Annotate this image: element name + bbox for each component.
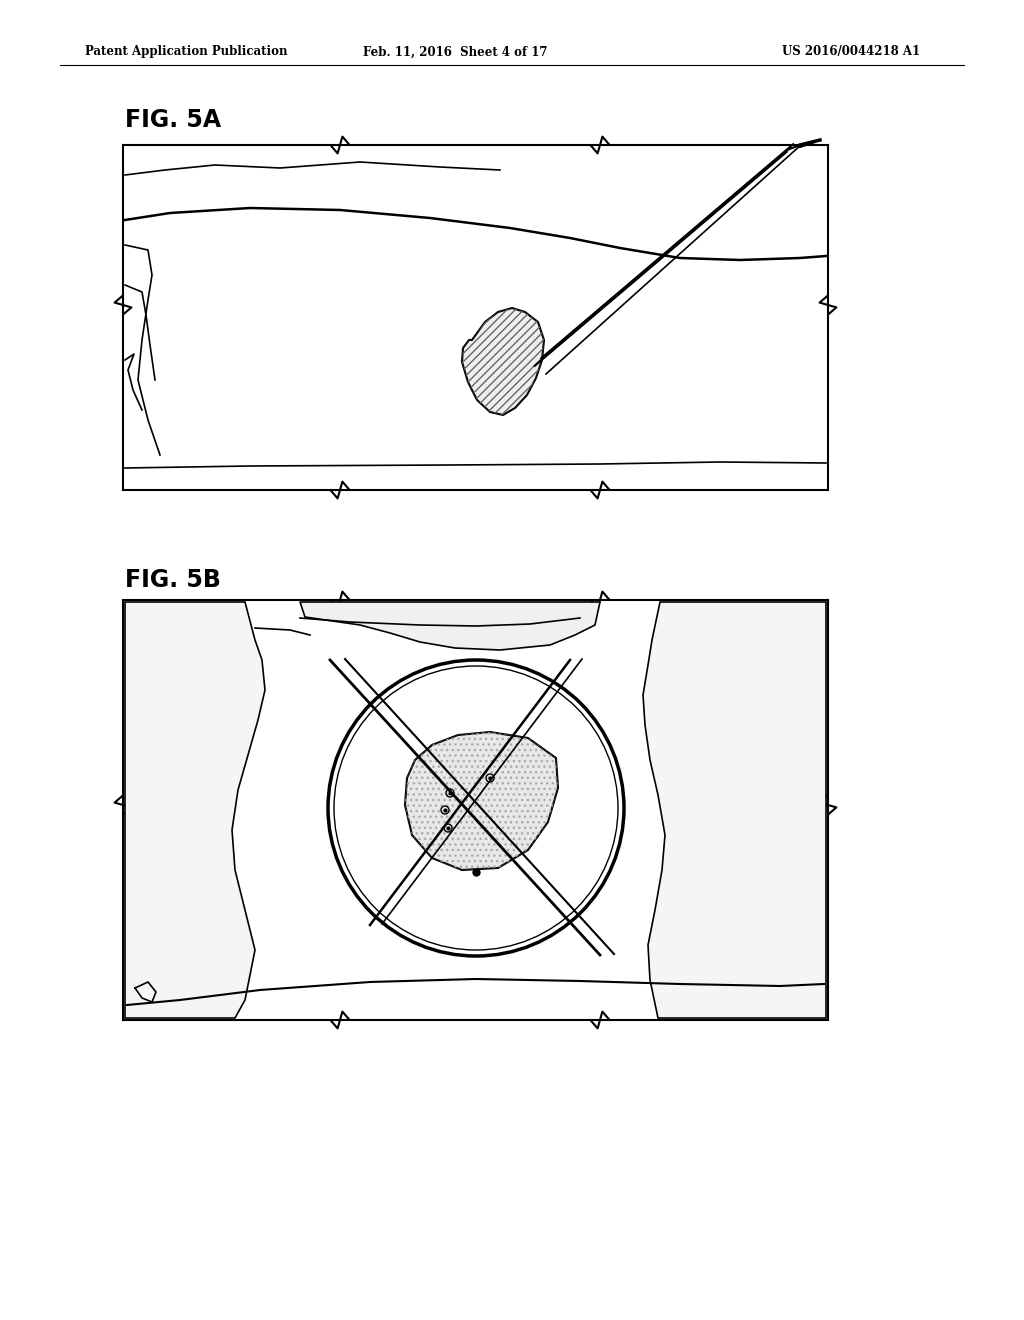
Polygon shape xyxy=(535,144,794,366)
Text: FIG. 5A: FIG. 5A xyxy=(125,108,221,132)
Polygon shape xyxy=(643,602,826,1018)
Polygon shape xyxy=(300,602,600,649)
Text: US 2016/0044218 A1: US 2016/0044218 A1 xyxy=(782,45,920,58)
Text: Patent Application Publication: Patent Application Publication xyxy=(85,45,288,58)
Text: FIG. 5B: FIG. 5B xyxy=(125,568,221,591)
Polygon shape xyxy=(406,733,558,870)
Text: Feb. 11, 2016  Sheet 4 of 17: Feb. 11, 2016 Sheet 4 of 17 xyxy=(362,45,547,58)
Polygon shape xyxy=(260,601,655,1020)
Polygon shape xyxy=(462,308,544,414)
Polygon shape xyxy=(125,602,265,1018)
